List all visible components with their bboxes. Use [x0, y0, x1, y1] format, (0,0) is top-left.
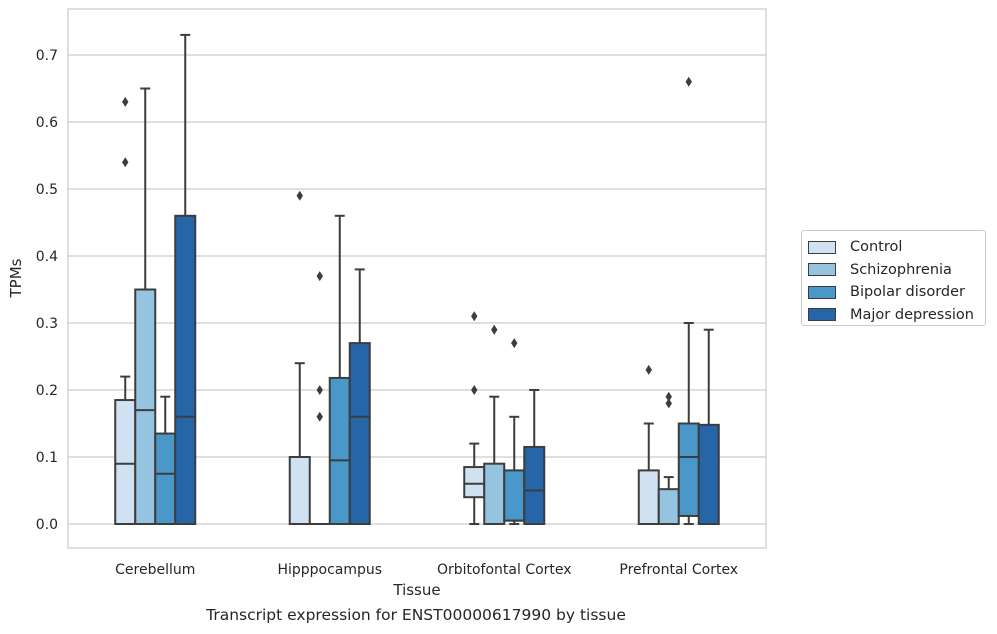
legend-swatch-major-depression — [808, 308, 836, 322]
box-body — [503, 469, 526, 522]
box-body — [677, 422, 700, 517]
box-bipolar-disorder — [677, 76, 700, 525]
outlier-point — [296, 190, 303, 201]
outlier-point — [471, 385, 478, 395]
box-body — [288, 456, 311, 525]
legend-label-control: Control — [850, 239, 903, 256]
y-tick-label: 0.7 — [36, 48, 58, 64]
y-tick-label: 0.5 — [36, 182, 58, 198]
y-tick-label: 0.6 — [36, 115, 58, 131]
box-schizophrenia — [657, 391, 680, 526]
box-body — [328, 376, 351, 525]
outlier-point — [511, 338, 518, 349]
box-schizophrenia — [134, 87, 157, 525]
y-tick-label: 0.4 — [36, 249, 58, 265]
outlier-point — [685, 76, 692, 87]
box-body — [523, 445, 546, 526]
x-tick-label: Orbitofontal Cortex — [437, 562, 572, 578]
box-body — [154, 432, 177, 525]
y-tick-label: 0.1 — [36, 450, 58, 466]
box-body — [348, 342, 371, 525]
box-body — [134, 288, 157, 525]
outlier-point — [665, 398, 672, 409]
y-tick-labels: 0.0 0.1 0.2 0.3 0.4 0.5 0.6 0.7 — [36, 48, 58, 533]
x-axis-label: Tissue — [392, 581, 440, 599]
outlier-point — [122, 157, 129, 168]
legend-swatch-control — [808, 240, 836, 254]
y-tick-label: 0.2 — [36, 383, 58, 399]
x-tick-label: Cerebellum — [115, 562, 195, 578]
box-body — [637, 469, 660, 525]
box-schizophrenia — [483, 324, 506, 526]
outlier-point — [122, 96, 129, 107]
y-axis-label: TPMs — [7, 258, 25, 298]
legend-item-major-depression: Major depression — [808, 304, 985, 327]
outlier-point — [316, 411, 323, 422]
legend-item-control: Control — [808, 236, 985, 259]
box-control — [288, 190, 311, 525]
box-major-depression — [697, 328, 720, 525]
chart-caption: Transcript expression for ENST0000061799… — [206, 606, 626, 624]
box-body — [697, 423, 720, 525]
box-body — [463, 466, 486, 499]
legend-label-major-depression: Major depression — [850, 306, 974, 323]
outlier-point — [471, 311, 478, 322]
y-tick-label: 0.3 — [36, 316, 58, 332]
outlier-point — [645, 364, 652, 375]
legend: Control Schizophrenia Bipolar disorder M… — [801, 230, 986, 326]
legend-swatch-schizophrenia — [808, 263, 836, 277]
box-major-depression — [174, 33, 197, 526]
box-bipolar-disorder — [503, 338, 526, 525]
legend-item-schizophrenia: Schizophrenia — [808, 259, 985, 282]
y-tick-label: 0.0 — [36, 517, 58, 533]
legend-label-schizophrenia: Schizophrenia — [850, 261, 952, 278]
x-tick-label: Hipppocampus — [277, 562, 382, 578]
box-major-depression — [348, 268, 371, 525]
box-control — [637, 364, 660, 525]
legend-label-bipolar-disorder: Bipolar disorder — [850, 284, 965, 301]
legend-swatch-bipolar-disorder — [808, 285, 836, 299]
x-tick-labels: Cerebellum Hipppocampus Orbitofontal Corte… — [115, 562, 738, 578]
legend-item-bipolar-disorder: Bipolar disorder — [808, 281, 985, 304]
outlier-point — [665, 391, 672, 402]
x-tick-label: Prefrontal Cortex — [619, 562, 738, 578]
boxes — [114, 33, 720, 526]
box-major-depression — [523, 389, 546, 526]
outlier-point — [316, 271, 323, 282]
box-body — [114, 399, 137, 525]
box-body — [483, 462, 506, 526]
box-schizophrenia — [308, 271, 331, 526]
outlier-point — [491, 324, 498, 335]
outlier-point — [316, 385, 323, 395]
box-body — [174, 214, 197, 526]
box-body — [657, 488, 680, 526]
